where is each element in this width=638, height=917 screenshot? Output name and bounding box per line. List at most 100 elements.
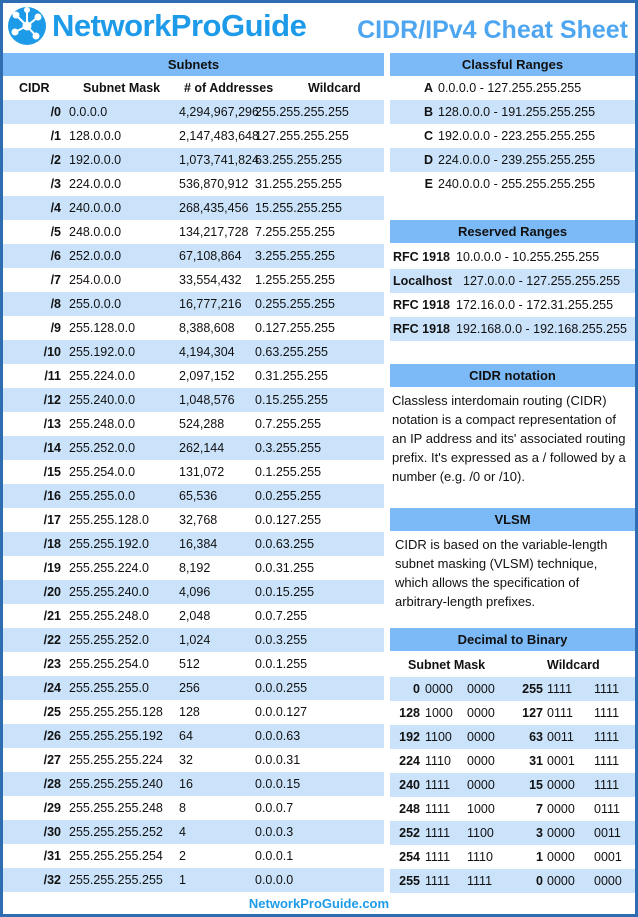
addresses-cell: 4,194,304: [179, 345, 235, 359]
wildcard-cell: 0.0.0.0: [255, 873, 294, 887]
subnet-mask-cell: 255.255.255.240: [69, 777, 163, 791]
binary-row: 252 1111 1100 3 0000 0011: [390, 821, 635, 845]
footer-link[interactable]: NetworkProGuide.com: [248, 896, 390, 911]
binary-row: 254 1111 1110 1 0000 0001: [390, 845, 635, 869]
mask-binary-low: 1100: [467, 826, 494, 840]
cidr-cell: /17: [43, 513, 61, 527]
addresses-cell: 268,435,456: [179, 201, 249, 215]
subnet-mask-cell: 255.0.0.0: [69, 297, 122, 311]
table-row: /16 255.255.0.0 65,536 0.0.255.255: [3, 484, 384, 508]
reserved-range: 127.0.0.0 - 127.255.255.255: [463, 274, 621, 288]
table-row: /28 255.255.255.240 16 0.0.0.15: [3, 772, 384, 796]
wildcard-cell: 15.255.255.255: [255, 201, 342, 215]
binary-header: Decimal to Binary: [390, 628, 635, 651]
reserved-label: RFC 1918: [393, 298, 450, 312]
wildcard-cell: 0.0.0.31: [255, 753, 301, 767]
subnet-mask-cell: 0.0.0.0: [69, 105, 108, 119]
wildcard-binary-high: 0000: [547, 850, 575, 864]
subnet-mask-cell: 255.255.255.128: [69, 705, 163, 719]
cidr-cell: /25: [43, 705, 61, 719]
wildcard-cell: 31.255.255.255: [255, 177, 342, 191]
addresses-cell: 512: [179, 657, 200, 671]
cidr-cell: /21: [43, 609, 61, 623]
binary-row: 248 1111 1000 7 0000 0111: [390, 797, 635, 821]
table-row: /14 255.252.0.0 262,144 0.3.255.255: [3, 436, 384, 460]
wildcard-binary-low: 1111: [594, 778, 620, 792]
class-letter: A: [423, 81, 433, 95]
wildcard-cell: 1.255.255.255: [255, 273, 335, 287]
mask-binary-high: 1110: [425, 754, 451, 768]
reserved-range: 172.16.0.0 - 172.31.255.255: [456, 298, 614, 312]
table-row: /0 0.0.0.0 4,294,967,296 255.255.255.255: [3, 100, 384, 124]
subnet-mask-cell: 255.255.248.0: [69, 609, 149, 623]
wildcard-cell: 0.0.0.255: [255, 681, 308, 695]
wildcard-cell: 0.0.15.255: [255, 585, 315, 599]
wildcard-binary-low: 1111: [594, 682, 620, 696]
cidr-cell: /6: [50, 249, 61, 263]
mask-binary-low: 0000: [467, 778, 495, 792]
wildcard-cell: 0.255.255.255: [255, 297, 335, 311]
subnet-mask-cell: 255.255.128.0: [69, 513, 149, 527]
wildcard-binary-low: 0011: [594, 826, 621, 840]
column-header: Wildcard: [308, 81, 361, 95]
cidr-cell: /28: [43, 777, 61, 791]
mask-binary-low: 0000: [467, 682, 495, 696]
cidr-cell: /0: [50, 105, 61, 119]
table-row: /5 248.0.0.0 134,217,728 7.255.255.255: [3, 220, 384, 244]
wildcard-binary-high: 1111: [547, 682, 573, 696]
addresses-cell: 64: [179, 729, 193, 743]
addresses-cell: 33,554,432: [179, 273, 242, 287]
addresses-cell: 4: [179, 825, 186, 839]
cidr-cell: /12: [43, 393, 61, 407]
cidr-notation-text: Classless interdomain routing (CIDR) not…: [392, 393, 626, 484]
table-row: /22 255.255.252.0 1,024 0.0.3.255: [3, 628, 384, 652]
reserved-row: RFC 1918 10.0.0.0 - 10.255.255.255: [390, 245, 635, 269]
binary-row: 240 1111 0000 15 0000 1111: [390, 773, 635, 797]
table-row: /29 255.255.255.248 8 0.0.0.7: [3, 796, 384, 820]
cidr-cell: /22: [43, 633, 61, 647]
wildcard-cell: 0.0.0.3: [255, 825, 294, 839]
wildcard-cell: 0.0.0.127: [255, 705, 308, 719]
mask-decimal: 0: [413, 682, 420, 696]
wildcard-binary-high: 0000: [547, 826, 575, 840]
wildcard-cell: 0.63.255.255: [255, 345, 328, 359]
cidr-cell: /2: [50, 153, 61, 167]
cidr-cell: /7: [50, 273, 61, 287]
table-row: /8 255.0.0.0 16,777,216 0.255.255.255: [3, 292, 384, 316]
reserved-range: 192.168.0.0 - 192.168.255.255: [456, 322, 627, 336]
subnet-mask-cell: 255.255.255.248: [69, 801, 163, 815]
wildcard-cell: 0.0.127.255: [255, 513, 322, 527]
addresses-cell: 16: [179, 777, 193, 791]
wildcard-cell: 0.0.7.255: [255, 609, 308, 623]
mask-binary-low: 1000: [467, 802, 495, 816]
wildcard-cell: 0.0.255.255: [255, 489, 322, 503]
class-range: 240.0.0.0 - 255.255.255.255: [438, 177, 596, 191]
binary-row: 192 1100 0000 63 0011 1111: [390, 725, 635, 749]
cidr-cell: /27: [43, 753, 61, 767]
cidr-cell: /9: [50, 321, 61, 335]
column-header: CIDR: [19, 81, 50, 95]
mask-binary-low: 1110: [467, 850, 493, 864]
wildcard-cell: 0.0.63.255: [255, 537, 315, 551]
mask-binary-high: 1100: [425, 730, 452, 744]
table-row: /31 255.255.255.254 2 0.0.0.1: [3, 844, 384, 868]
wildcard-cell: 127.255.255.255: [255, 129, 349, 143]
wildcard-cell: 0.31.255.255: [255, 369, 328, 383]
table-row: /18 255.255.192.0 16,384 0.0.63.255: [3, 532, 384, 556]
mask-binary-low: 0000: [467, 706, 495, 720]
vlsm-text: CIDR is based on the variable-length sub…: [395, 537, 608, 609]
addresses-cell: 2,097,152: [179, 369, 235, 383]
page-title: CIDR/IPv4 Cheat Sheet: [357, 16, 628, 44]
wildcard-cell: 0.0.0.63: [255, 729, 301, 743]
addresses-cell: 2,147,483,648: [179, 129, 259, 143]
cidr-cell: /16: [43, 489, 61, 503]
subnet-mask-cell: 255.255.255.252: [69, 825, 163, 839]
table-row: /1 128.0.0.0 2,147,483,648 127.255.255.255: [3, 124, 384, 148]
class-letter: B: [423, 105, 433, 119]
subnet-mask-cell: 255.255.255.254: [69, 849, 163, 863]
wildcard-decimal: 1: [536, 850, 543, 864]
mask-binary-low: 0000: [467, 754, 495, 768]
addresses-cell: 1,024: [179, 633, 211, 647]
subnets-header: Subnets: [3, 53, 384, 76]
addresses-cell: 128: [179, 705, 200, 719]
